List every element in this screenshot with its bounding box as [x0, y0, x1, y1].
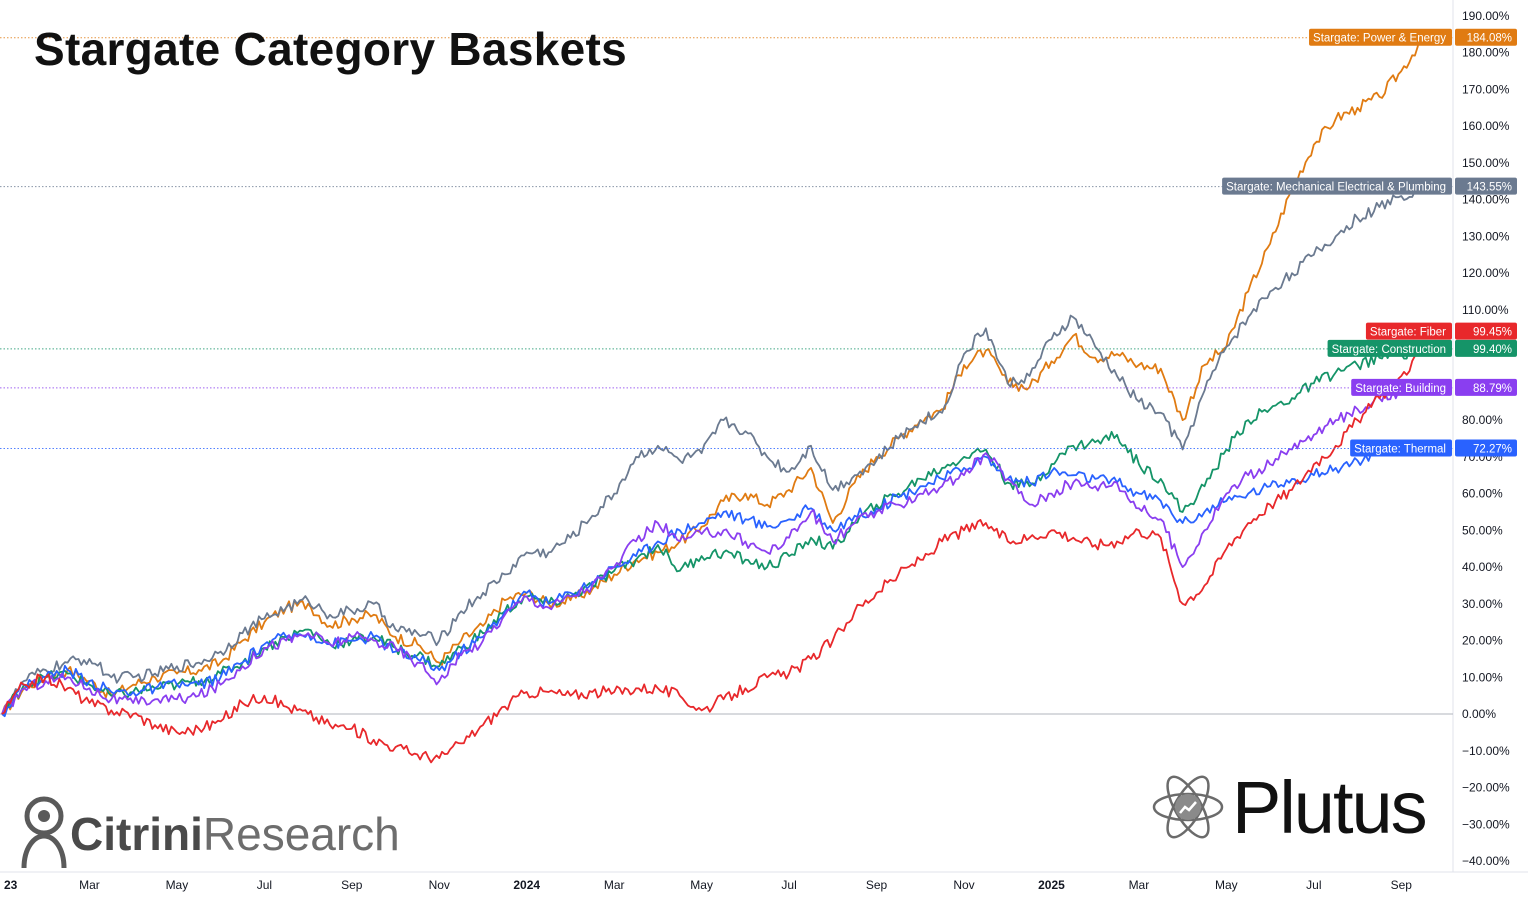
x-tick-label: May: [1215, 878, 1238, 892]
x-tick-label: May: [690, 878, 713, 892]
series-name-badge: [1222, 177, 1452, 195]
series-value-label: 99.45%: [1473, 327, 1512, 339]
series-line-thermal: [1, 443, 1424, 718]
y-tick-label: 190.00%: [1462, 9, 1510, 23]
x-tick-label: Sep: [866, 878, 888, 892]
x-tick-label: Nov: [953, 878, 974, 892]
plutus-word: Plutus: [1232, 765, 1428, 849]
series-value-badge: [1455, 378, 1517, 396]
y-tick-label: −20.00%: [1462, 781, 1510, 795]
x-axis[interactable]: 23 Mar May Jul Sep Nov 2024 Mar May Jul Sep Nov 2025…: [4, 878, 1412, 892]
x-tick-label: Jul: [781, 878, 796, 892]
x-tick-label: Mar: [1129, 878, 1150, 892]
y-tick-label: 160.00%: [1462, 119, 1510, 133]
y-tick-label: 130.00%: [1462, 229, 1510, 243]
series-value-label: 72.27%: [1473, 444, 1512, 456]
series-line-fiber: [1, 348, 1424, 764]
series-last-value-labels: Stargate: Power & Energy 184.08%Stargate:…: [0, 28, 1517, 457]
series-value-label: 88.79%: [1473, 383, 1512, 395]
y-tick-label: 60.00%: [1462, 487, 1503, 501]
series-line-construction: [1, 345, 1424, 715]
y-axis[interactable]: 190.00% 180.00% 170.00% 160.00% 150.00% 140.0…: [1462, 9, 1510, 868]
series-line-power-energy: [1, 35, 1424, 715]
y-tick-label: 170.00%: [1462, 82, 1510, 96]
series-name-label: Stargate: Fiber: [1370, 327, 1446, 339]
y-tick-label: 20.00%: [1462, 634, 1503, 648]
x-tick-label: Sep: [1391, 878, 1413, 892]
series-value-badge: [1455, 322, 1517, 340]
y-tick-label: 120.00%: [1462, 266, 1510, 280]
atom-icon: [1152, 775, 1224, 839]
y-tick-label: 10.00%: [1462, 670, 1503, 684]
x-tick-label: 23: [4, 878, 18, 892]
series-name-label: Stargate: Building: [1355, 383, 1446, 395]
y-tick-label: 150.00%: [1462, 156, 1510, 170]
x-tick-label: May: [166, 878, 189, 892]
y-tick-label: 30.00%: [1462, 597, 1503, 611]
x-tick-label: 2024: [513, 878, 540, 892]
series-value-badge: [1455, 439, 1517, 457]
series-name-badge: [1365, 322, 1452, 340]
series-value-label: 184.08%: [1467, 33, 1512, 45]
series-name-badge: [1351, 378, 1452, 396]
series-value-label: 99.40%: [1473, 344, 1512, 356]
y-tick-label: 180.00%: [1462, 46, 1510, 60]
chart-title: Stargate Category Baskets: [34, 23, 627, 75]
research-word: Research: [202, 808, 400, 860]
y-tick-label: 110.00%: [1462, 303, 1509, 317]
series-name-label: Stargate: Power & Energy: [1313, 33, 1446, 45]
citrini-mark-icon: [21, 796, 67, 869]
y-tick-label: 0.00%: [1462, 707, 1496, 721]
x-tick-label: Jul: [1306, 878, 1321, 892]
series-label[interactable]: Stargate: Thermal 72.27%: [1350, 439, 1517, 457]
series-label[interactable]: Stargate: Mechanical Electrical & Plumbi…: [1222, 177, 1517, 195]
series-value-badge: [1455, 339, 1517, 357]
citrini-word: Citrini: [70, 808, 203, 860]
y-tick-label: 50.00%: [1462, 523, 1503, 537]
series-label[interactable]: Stargate: Power & Energy 184.08%: [1309, 28, 1517, 46]
y-tick-label: −40.00%: [1462, 854, 1510, 868]
series-label[interactable]: Stargate: Fiber 99.45%: [1365, 322, 1517, 340]
x-tick-label: Mar: [604, 878, 625, 892]
y-tick-label: 40.00%: [1462, 560, 1503, 574]
series-lines: [1, 35, 1424, 764]
series-value-label: 143.55%: [1467, 182, 1512, 194]
series-name-label: Stargate: Mechanical Electrical & Plumbi…: [1226, 182, 1446, 194]
series-value-badge: [1455, 177, 1517, 195]
y-tick-label: −30.00%: [1462, 817, 1510, 831]
series-name-label: Stargate: Thermal: [1354, 444, 1446, 456]
series-value-badge: [1455, 28, 1517, 46]
x-tick-label: 2025: [1038, 878, 1065, 892]
x-tick-label: Nov: [429, 878, 450, 892]
y-tick-label: 80.00%: [1462, 413, 1503, 427]
y-tick-label: −10.00%: [1462, 744, 1510, 758]
x-tick-label: Jul: [257, 878, 272, 892]
x-tick-label: Mar: [79, 878, 100, 892]
series-name-badge: [1350, 439, 1452, 457]
series-name-badge: [1327, 339, 1452, 357]
series-line-mechanical-electrical-plumbing: [1, 186, 1424, 716]
citrini-research-logo: Citrini Research: [20, 796, 400, 872]
plutus-logo: Plutus: [1150, 762, 1428, 852]
series-name-badge: [1309, 28, 1452, 46]
y-tick-label: 140.00%: [1462, 193, 1510, 207]
x-tick-label: Sep: [341, 878, 363, 892]
series-label[interactable]: Stargate: Building 88.79%: [1351, 378, 1517, 396]
series-label[interactable]: Stargate: Construction 99.40%: [1327, 339, 1517, 357]
series-line-building: [1, 383, 1424, 715]
series-name-label: Stargate: Construction: [1332, 344, 1446, 356]
